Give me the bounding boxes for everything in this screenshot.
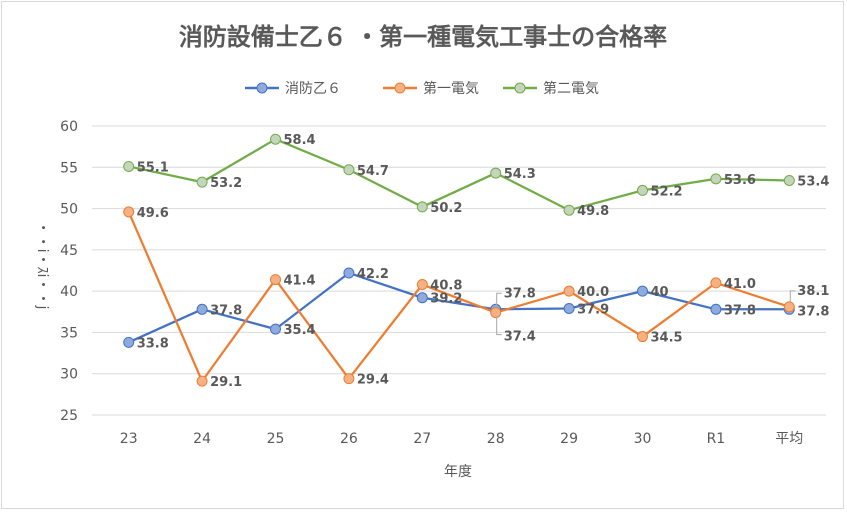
data-label: 39.2	[430, 292, 462, 307]
data-label: 41.4	[284, 274, 316, 289]
x-axis-title: 年度	[444, 464, 472, 480]
data-point	[783, 301, 795, 313]
data-point	[710, 303, 722, 315]
legend-marker	[256, 82, 268, 94]
data-label: 37.9	[577, 302, 609, 317]
series-group	[123, 133, 795, 387]
data-label: 55.1	[137, 160, 169, 175]
data-label: 29.1	[210, 375, 242, 390]
y-tick-label: 45	[60, 243, 78, 259]
data-label: 37.4	[504, 330, 536, 345]
legend-marker	[514, 82, 526, 94]
data-point	[490, 307, 502, 319]
legend-label: 消防乙６	[285, 81, 341, 97]
data-label: 40.0	[577, 285, 609, 300]
y-tick-label: 35	[60, 325, 78, 341]
data-point	[196, 176, 208, 188]
data-point	[270, 274, 281, 286]
data-label: 54.7	[357, 164, 389, 179]
x-tick-label: 25	[267, 431, 285, 447]
x-tick-label: 27	[413, 431, 431, 447]
data-label: 33.8	[137, 336, 169, 351]
data-label: 40	[651, 285, 669, 300]
data-point	[196, 375, 208, 387]
data-point	[416, 279, 428, 291]
leader-line	[496, 316, 502, 336]
data-label: 40.8	[430, 279, 462, 294]
data-point	[196, 303, 208, 315]
y-tick-label: 50	[60, 202, 78, 218]
data-point	[637, 285, 648, 297]
legend-label: 第一電気	[423, 80, 479, 97]
data-point	[563, 204, 575, 216]
data-point	[343, 164, 355, 176]
y-axis-title: ・・i・ｽi・・j	[34, 221, 50, 310]
data-label: 42.2	[357, 267, 389, 282]
data-label: 49.6	[137, 206, 169, 221]
series-line-0	[128, 271, 790, 344]
data-point	[563, 285, 575, 297]
data-point	[270, 323, 281, 335]
x-tick-label: 26	[340, 431, 358, 447]
data-label: 37.8	[797, 304, 829, 319]
data-point	[783, 174, 795, 186]
data-label: 38.1	[797, 284, 829, 299]
data-point	[563, 302, 575, 314]
x-tick-label: 23	[120, 431, 138, 447]
data-label: 54.3	[504, 167, 536, 182]
data-label: 41.0	[724, 277, 756, 292]
x-axis-ticks: 23 24 25 26 27 28 29 30 R1 平均	[120, 431, 804, 447]
data-label: 50.2	[430, 201, 462, 216]
series-line-1	[127, 211, 790, 383]
data-label: 49.8	[577, 204, 609, 219]
legend-label: 第二電気	[543, 80, 599, 97]
y-tick-label: 25	[60, 408, 78, 424]
y-axis-ticks: 25 30 35 40 45 50 55 60	[60, 119, 78, 424]
leader-line	[496, 292, 502, 308]
data-point	[416, 201, 428, 213]
data-label: 58.4	[284, 133, 316, 148]
series-line-2	[128, 138, 790, 212]
data-labels: 33.8 37.8 35.4 42.2 39.2 37.8 37.9 40 37.8 37.8 49…	[137, 133, 830, 390]
y-tick-label: 30	[60, 367, 78, 383]
data-label: 37.8	[724, 303, 756, 318]
data-label: 37.8	[504, 286, 536, 301]
data-label: 29.4	[357, 373, 389, 388]
chart-title: 消防設備士乙６ ・第一種電気工事士の合格率	[179, 23, 667, 51]
leader-line	[789, 290, 796, 303]
data-point	[123, 206, 135, 218]
data-point	[123, 160, 135, 172]
data-point	[710, 277, 722, 289]
data-point	[416, 292, 428, 304]
data-point	[123, 336, 135, 348]
y-tick-label: 40	[60, 284, 78, 300]
legend: 消防乙６ 第一電気 第二電気	[245, 80, 599, 97]
x-tick-label: R1	[707, 431, 726, 447]
data-point	[637, 184, 648, 196]
data-label: 53.4	[797, 174, 829, 189]
gridlines	[92, 125, 826, 416]
data-label: 53.2	[210, 176, 242, 191]
data-point	[637, 331, 648, 343]
data-point	[343, 373, 355, 385]
data-label: 37.8	[210, 303, 242, 318]
data-point	[490, 167, 502, 179]
x-tick-label: 24	[193, 431, 211, 447]
y-tick-label: 55	[60, 160, 78, 176]
legend-marker	[394, 82, 406, 94]
data-point	[343, 267, 355, 279]
data-label: 52.2	[651, 184, 683, 199]
data-label: 34.5	[651, 331, 683, 346]
x-tick-label: 28	[487, 431, 505, 447]
data-point	[270, 133, 281, 145]
x-tick-label: 30	[634, 431, 652, 447]
x-tick-label: 29	[560, 431, 578, 447]
data-point	[710, 173, 722, 185]
y-tick-label: 60	[60, 119, 78, 135]
data-label: 35.4	[284, 323, 316, 338]
x-tick-label: 平均	[775, 431, 803, 447]
data-label: 53.6	[724, 173, 756, 188]
